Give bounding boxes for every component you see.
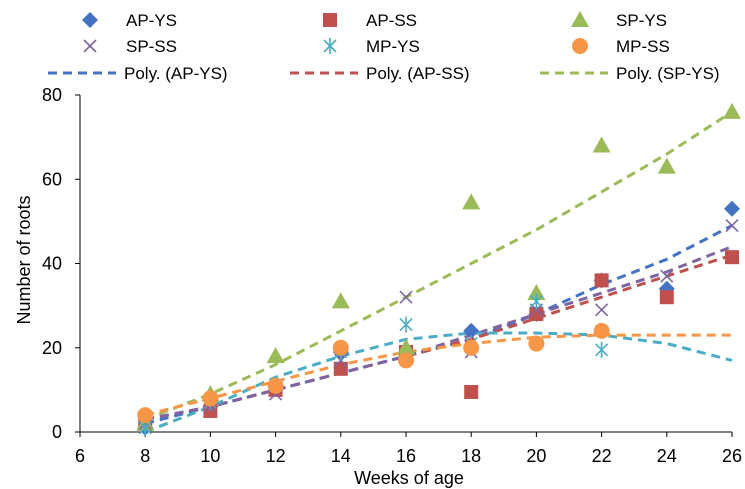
x-tick-label: 18 <box>461 446 481 466</box>
y-tick-label: 80 <box>42 85 62 105</box>
data-point <box>595 341 609 358</box>
y-tick-label: 0 <box>52 422 62 442</box>
legend-item: SP-SS <box>83 37 177 56</box>
data-point <box>529 307 544 322</box>
data-point <box>399 316 413 333</box>
y-tick-label: 40 <box>42 254 62 274</box>
legend-marker <box>572 38 588 54</box>
data-point <box>594 273 609 288</box>
data-point <box>595 303 609 317</box>
x-tick-label: 24 <box>657 446 677 466</box>
legend-label: Poly. (AP-YS) <box>124 64 228 83</box>
x-tick-label: 20 <box>526 446 546 466</box>
data-point <box>331 292 350 309</box>
legend-label: Poly. (AP-SS) <box>366 64 470 83</box>
legend-item: AP-YS <box>82 11 177 30</box>
legend-marker <box>323 38 337 54</box>
trendline-6 <box>144 333 732 417</box>
data-point <box>399 290 413 304</box>
x-tick-label: 22 <box>592 446 612 466</box>
data-point <box>529 293 543 310</box>
legend-marker <box>323 13 337 27</box>
data-point <box>203 403 218 418</box>
data-point <box>528 335 545 352</box>
data-point <box>659 290 674 305</box>
data-point <box>266 347 285 364</box>
series-ap-ys <box>137 200 740 436</box>
legend-label: AP-SS <box>366 11 417 30</box>
legend-item: Poly. (AP-YS) <box>48 64 228 83</box>
data-point <box>137 407 154 424</box>
legend-label: MP-SS <box>616 37 670 56</box>
data-point <box>463 339 480 356</box>
data-point <box>462 193 481 210</box>
x-tick-label: 12 <box>266 446 286 466</box>
legend-label: MP-YS <box>366 37 420 56</box>
data-point <box>593 322 610 339</box>
data-point <box>463 322 480 339</box>
x-tick-label: 6 <box>75 446 85 466</box>
axes: 6 8 10 12 14 16 18 20 22 24 26 0 20 40 60 80 <box>42 85 742 466</box>
data-points <box>136 102 741 436</box>
data-point <box>333 361 348 376</box>
legend-item: Poly. (AP-SS) <box>290 64 470 83</box>
x-tick-label: 10 <box>200 446 220 466</box>
data-point <box>202 390 219 407</box>
legend-item: MP-YS <box>323 37 420 56</box>
data-point <box>398 352 414 369</box>
legend-marker <box>82 12 98 28</box>
y-tick-label: 20 <box>42 338 62 358</box>
legend-label: SP-SS <box>126 37 177 56</box>
x-tick-label: 8 <box>140 446 150 466</box>
data-point <box>660 269 674 283</box>
legend-marker <box>83 39 97 53</box>
legend-label: Poly. (SP-YS) <box>616 64 720 83</box>
data-point <box>592 136 611 153</box>
trendlines <box>144 110 733 434</box>
data-point <box>464 384 479 399</box>
data-point <box>725 219 739 233</box>
x-axis-title: Weeks of age <box>354 468 464 488</box>
data-point <box>724 200 740 217</box>
x-tick-label: 14 <box>331 446 351 466</box>
series-ap-ss <box>138 250 739 431</box>
data-point <box>725 250 739 265</box>
legend-item: AP-SS <box>323 11 417 30</box>
legend-marker <box>571 11 589 27</box>
y-tick-label: 60 <box>42 169 62 189</box>
trendline-5 <box>144 331 733 434</box>
legend-item: SP-YS <box>571 11 667 30</box>
legend-label: SP-YS <box>616 11 667 30</box>
data-point <box>657 157 676 174</box>
legend-item: Poly. (SP-YS) <box>540 64 720 83</box>
data-point <box>723 102 741 119</box>
legend: AP-YS AP-SS SP-YS SP-SS MP-YS MP-SS Poly. (AP-… <box>48 11 720 83</box>
legend-item: MP-SS <box>572 37 670 56</box>
data-point <box>397 338 415 355</box>
series-mp-ss <box>137 322 610 424</box>
trendline-4 <box>144 245 733 421</box>
legend-label: AP-YS <box>126 11 177 30</box>
data-point <box>267 377 284 394</box>
x-tick-label: 16 <box>396 446 416 466</box>
y-axis-title: Number of roots <box>14 195 34 324</box>
trendline-3 <box>144 110 733 421</box>
x-tick-label: 26 <box>722 446 742 466</box>
data-point <box>332 339 349 356</box>
